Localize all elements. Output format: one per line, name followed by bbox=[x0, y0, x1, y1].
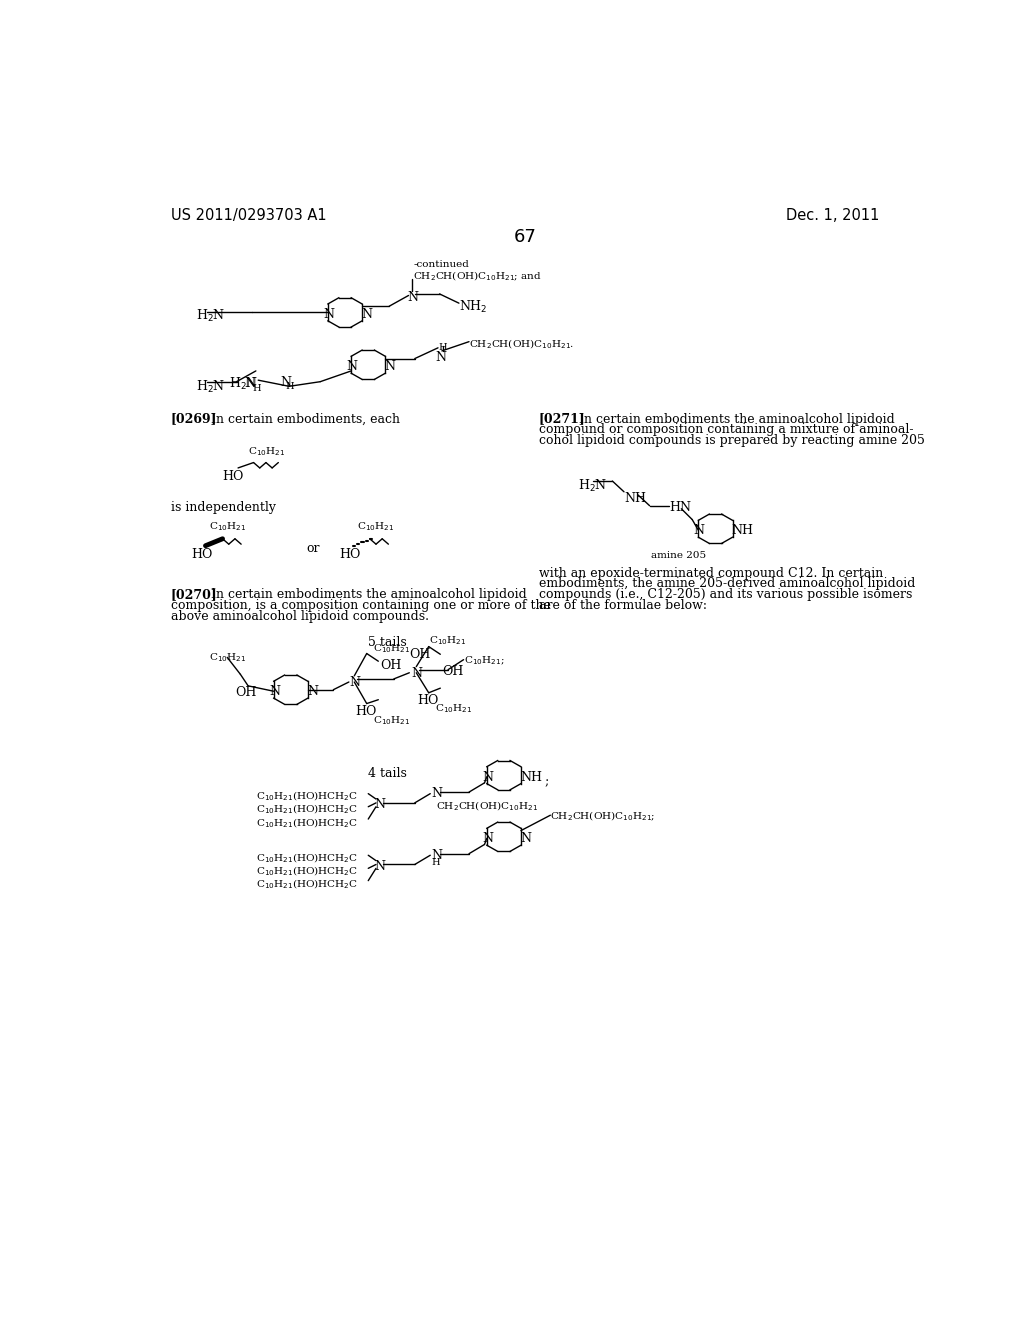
Text: 5 tails: 5 tails bbox=[369, 636, 407, 649]
Text: In certain embodiments, each: In certain embodiments, each bbox=[211, 412, 400, 425]
Text: H: H bbox=[432, 858, 440, 867]
Text: C$_{10}$H$_{21}$: C$_{10}$H$_{21}$ bbox=[209, 651, 247, 664]
Text: C$_{10}$H$_{21}$;: C$_{10}$H$_{21}$; bbox=[464, 655, 504, 667]
Text: N: N bbox=[407, 290, 418, 304]
Text: C$_{10}$H$_{21}$(HO)HCH$_2$C: C$_{10}$H$_{21}$(HO)HCH$_2$C bbox=[256, 816, 357, 829]
Text: In certain embodiments the aminoalcohol lipidoid: In certain embodiments the aminoalcohol … bbox=[211, 589, 526, 601]
Text: N: N bbox=[411, 667, 422, 680]
Text: NH: NH bbox=[732, 524, 754, 537]
Text: [0270]: [0270] bbox=[171, 589, 217, 601]
Text: compound or composition containing a mixture of aminoal-: compound or composition containing a mix… bbox=[539, 424, 913, 437]
Text: -continued: -continued bbox=[414, 260, 469, 269]
Text: CH$_2$CH(OH)C$_{10}$H$_{21}$: CH$_2$CH(OH)C$_{10}$H$_{21}$ bbox=[436, 800, 539, 813]
Text: N: N bbox=[361, 308, 373, 321]
Text: [0271]: [0271] bbox=[539, 412, 586, 425]
Text: N: N bbox=[385, 360, 395, 374]
Text: compounds (i.e., C12-205) and its various possible isomers: compounds (i.e., C12-205) and its variou… bbox=[539, 589, 912, 601]
Text: [0269]: [0269] bbox=[171, 412, 217, 425]
Text: N: N bbox=[269, 685, 280, 698]
Text: 4 tails: 4 tails bbox=[369, 767, 408, 780]
Text: H$_2$N: H$_2$N bbox=[228, 376, 258, 392]
Text: C$_{10}$H$_{21}$(HO)HCH$_2$C: C$_{10}$H$_{21}$(HO)HCH$_2$C bbox=[256, 851, 357, 865]
Text: CH$_2$CH(OH)C$_{10}$H$_{21}$; and: CH$_2$CH(OH)C$_{10}$H$_{21}$; and bbox=[414, 269, 542, 282]
Text: H: H bbox=[252, 384, 261, 393]
Text: N: N bbox=[245, 378, 255, 391]
Text: C$_{10}$H$_{21}$: C$_{10}$H$_{21}$ bbox=[429, 635, 466, 647]
Text: H: H bbox=[286, 381, 294, 391]
Text: N: N bbox=[432, 788, 442, 800]
Text: H: H bbox=[438, 343, 446, 352]
Text: ;: ; bbox=[544, 775, 549, 788]
Text: HO: HO bbox=[417, 694, 438, 708]
Text: C$_{10}$H$_{21}$: C$_{10}$H$_{21}$ bbox=[435, 702, 472, 715]
Text: or: or bbox=[306, 543, 319, 554]
Text: OH: OH bbox=[380, 659, 401, 672]
Text: OH: OH bbox=[410, 648, 431, 661]
Text: N: N bbox=[324, 308, 334, 321]
Text: N: N bbox=[520, 832, 531, 845]
Text: C$_{10}$H$_{21}$(HO)HCH$_2$C: C$_{10}$H$_{21}$(HO)HCH$_2$C bbox=[256, 865, 357, 878]
Text: embodiments, the amine 205-derived aminoalcohol lipidoid: embodiments, the amine 205-derived amino… bbox=[539, 577, 915, 590]
Text: C$_{10}$H$_{21}$(HO)HCH$_2$C: C$_{10}$H$_{21}$(HO)HCH$_2$C bbox=[256, 803, 357, 817]
Text: N: N bbox=[375, 799, 385, 812]
Text: N: N bbox=[482, 832, 494, 845]
Text: CH$_2$CH(OH)C$_{10}$H$_{21}$.: CH$_2$CH(OH)C$_{10}$H$_{21}$. bbox=[469, 337, 574, 351]
Text: N: N bbox=[346, 360, 357, 374]
Text: NH$_2$: NH$_2$ bbox=[459, 300, 487, 315]
Text: 67: 67 bbox=[513, 227, 537, 246]
Text: NH: NH bbox=[624, 492, 646, 504]
Text: Dec. 1, 2011: Dec. 1, 2011 bbox=[785, 209, 879, 223]
Text: above aminoalcohol lipidoid compounds.: above aminoalcohol lipidoid compounds. bbox=[171, 610, 429, 623]
Text: N: N bbox=[307, 685, 318, 698]
Text: HN: HN bbox=[669, 502, 691, 513]
Text: N: N bbox=[435, 351, 445, 364]
Text: N: N bbox=[432, 849, 442, 862]
Text: N: N bbox=[375, 859, 385, 873]
Text: C$_{10}$H$_{21}$: C$_{10}$H$_{21}$ bbox=[209, 520, 247, 533]
Text: US 2011/0293703 A1: US 2011/0293703 A1 bbox=[171, 209, 327, 223]
Text: cohol lipidoid compounds is prepared by reacting amine 205: cohol lipidoid compounds is prepared by … bbox=[539, 434, 925, 447]
Text: N: N bbox=[349, 676, 359, 689]
Text: NH: NH bbox=[520, 771, 542, 784]
Text: HO: HO bbox=[191, 548, 213, 561]
Text: C$_{10}$H$_{21}$: C$_{10}$H$_{21}$ bbox=[248, 445, 286, 458]
Text: C$_{10}$H$_{21}$(HO)HCH$_2$C: C$_{10}$H$_{21}$(HO)HCH$_2$C bbox=[256, 878, 357, 891]
Text: C$_{10}$H$_{21}$: C$_{10}$H$_{21}$ bbox=[373, 642, 411, 655]
Text: HO: HO bbox=[339, 548, 360, 561]
Text: amine 205: amine 205 bbox=[651, 552, 707, 560]
Text: HO: HO bbox=[222, 470, 244, 483]
Text: H$_2$N: H$_2$N bbox=[578, 478, 607, 494]
Text: is independently: is independently bbox=[171, 502, 275, 513]
Text: HO: HO bbox=[355, 705, 377, 718]
Text: In certain embodiments the aminoalcohol lipidoid: In certain embodiments the aminoalcohol … bbox=[579, 412, 895, 425]
Text: N: N bbox=[482, 771, 494, 784]
Text: with an epoxide-terminated compound C12. In certain: with an epoxide-terminated compound C12.… bbox=[539, 566, 883, 579]
Text: are of the formulae below:: are of the formulae below: bbox=[539, 599, 707, 612]
Text: N: N bbox=[693, 524, 705, 537]
Text: OH: OH bbox=[442, 665, 464, 678]
Text: N: N bbox=[280, 376, 291, 388]
Text: H$_2$N: H$_2$N bbox=[197, 379, 225, 395]
Text: CH$_2$CH(OH)C$_{10}$H$_{21}$;: CH$_2$CH(OH)C$_{10}$H$_{21}$; bbox=[550, 809, 655, 822]
Text: OH: OH bbox=[234, 686, 256, 698]
Text: C$_{10}$H$_{21}$: C$_{10}$H$_{21}$ bbox=[356, 520, 394, 533]
Text: composition, is a composition containing one or more of the: composition, is a composition containing… bbox=[171, 599, 551, 612]
Text: C$_{10}$H$_{21}$(HO)HCH$_2$C: C$_{10}$H$_{21}$(HO)HCH$_2$C bbox=[256, 789, 357, 804]
Text: C$_{10}$H$_{21}$: C$_{10}$H$_{21}$ bbox=[373, 714, 411, 727]
Text: H$_2$N: H$_2$N bbox=[197, 308, 225, 323]
